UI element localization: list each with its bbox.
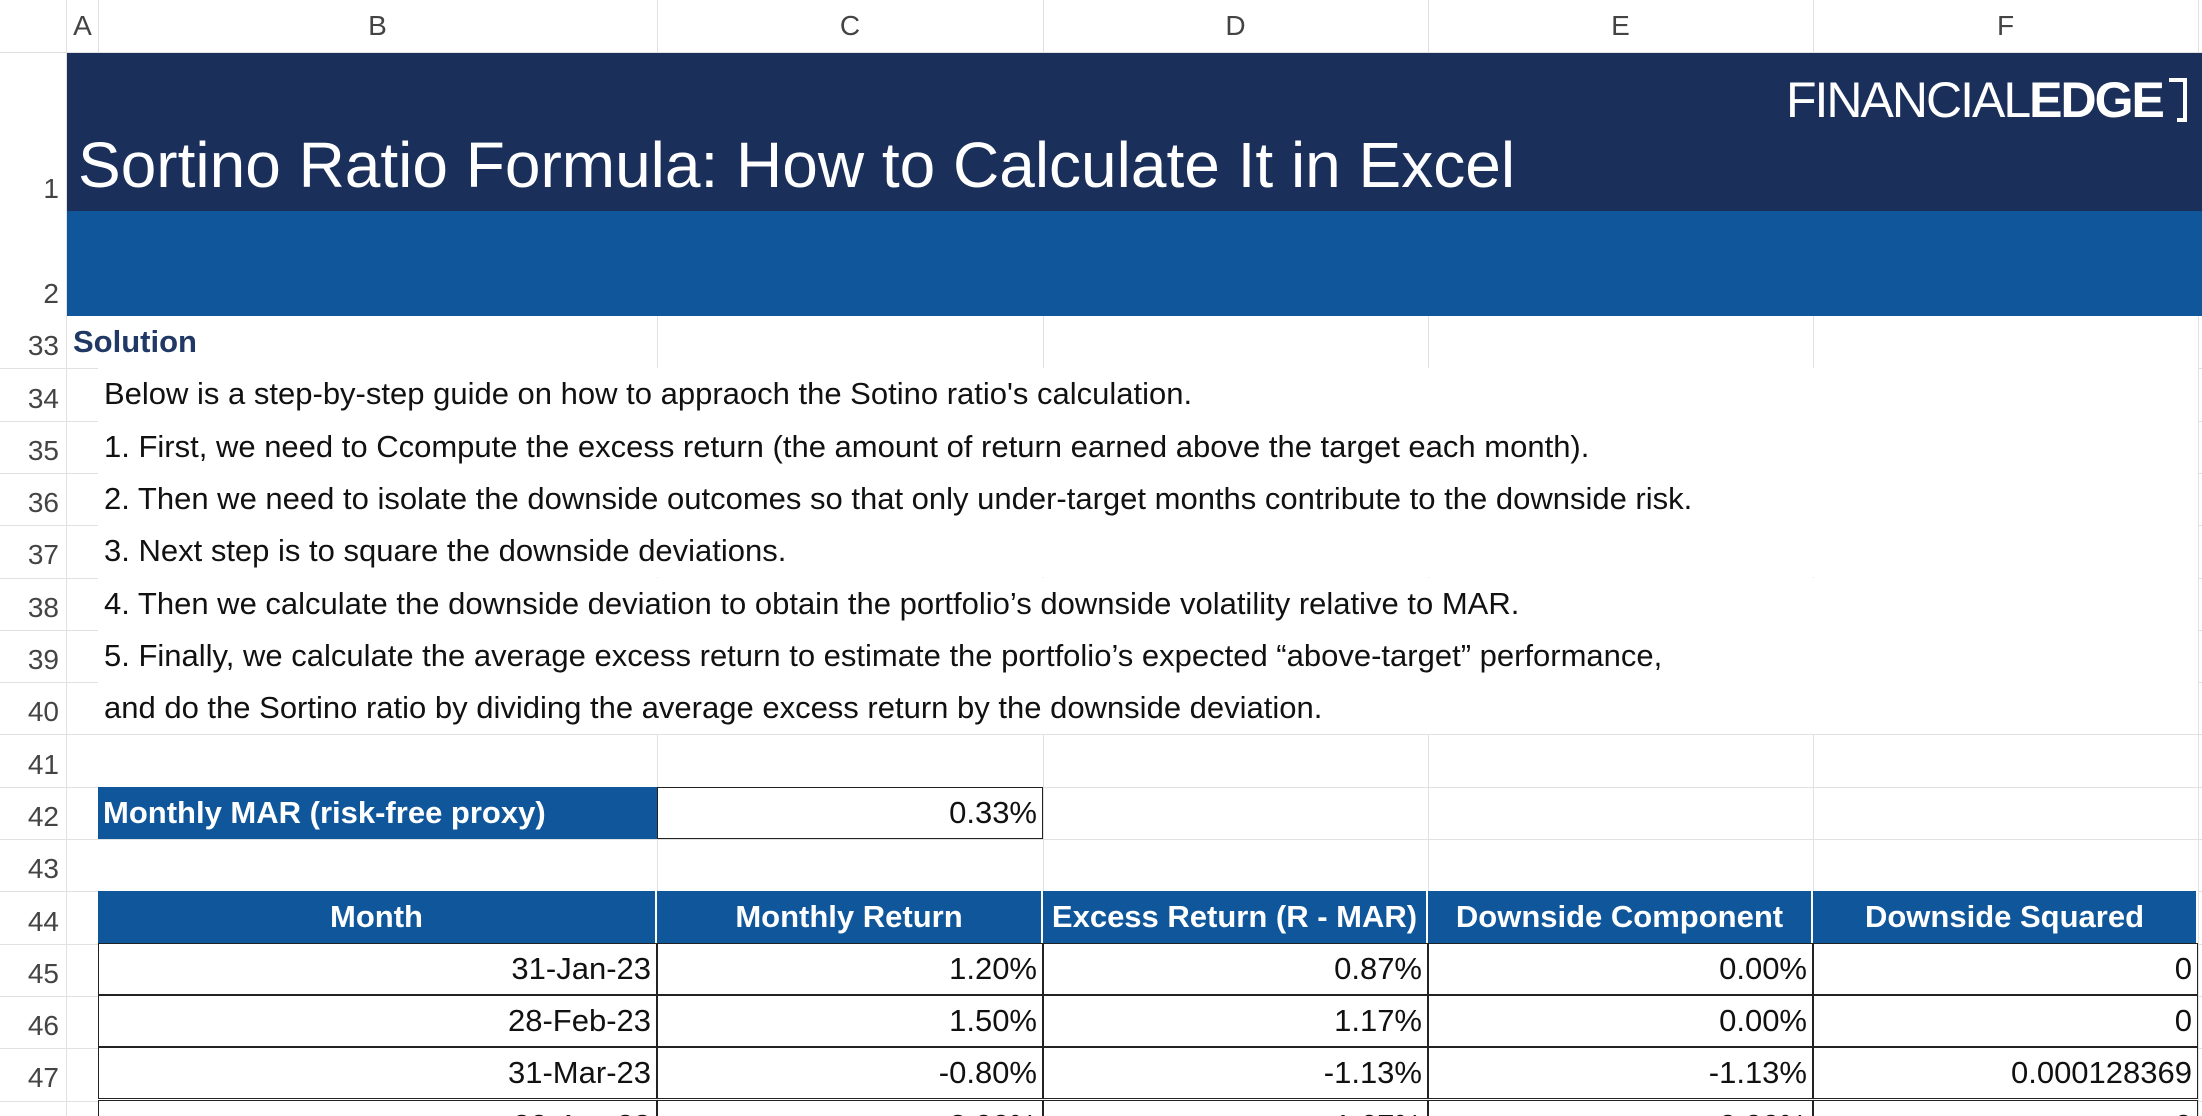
row-number: 40 (27, 696, 59, 728)
table-cell: 1.67% (1043, 1099, 1428, 1116)
table-cell: 1.20% (657, 942, 1043, 995)
row-number: 41 (27, 748, 59, 780)
paragraph: 5. Finally, we calculate the average exc… (98, 629, 2198, 683)
row-number: 1 (43, 173, 59, 204)
row-number: 46 (27, 1010, 59, 1042)
logo: FINANCIAL EDGE (1786, 72, 2189, 128)
row-number: 44 (27, 905, 59, 937)
logo-bold: EDGE (2029, 72, 2165, 128)
table-cell: 0 (1813, 1099, 2198, 1116)
subtitle-banner (67, 211, 2202, 316)
grid-line (0, 786, 2202, 788)
column-divider (1043, 0, 1044, 52)
section-heading: Solution (73, 324, 197, 360)
row-header-divider (66, 0, 67, 1116)
table-header: Downside Squared (1813, 891, 2198, 944)
row-number: 34 (27, 382, 59, 414)
table-header: Monthly Return (657, 891, 1043, 944)
table-cell: 0.00% (1428, 942, 1813, 995)
column-divider (1813, 0, 1814, 52)
row-number: 35 (27, 434, 59, 466)
table-cell: 0.87% (1043, 942, 1428, 995)
grid-line (0, 734, 2202, 736)
table-cell: 31-Jan-23 (98, 942, 657, 995)
row-number: 42 (27, 800, 59, 832)
column-header: E (1611, 10, 1630, 41)
mar-label: Monthly MAR (risk-free proxy) (98, 786, 657, 839)
header-line (0, 52, 2202, 53)
table-header: Downside Component (1428, 891, 1813, 944)
table-cell: 2.00% (657, 1099, 1043, 1116)
table-header: Excess Return (R - MAR) (1043, 891, 1428, 944)
table-cell: 0.00% (1428, 994, 1813, 1048)
column-header: B (368, 10, 387, 41)
column-header: F (1996, 10, 2015, 41)
paragraph: 2. Then we need to isolate the downside … (98, 472, 2198, 526)
table-cell: 0.000128369 (1813, 1047, 2198, 1100)
row-number: 33 (27, 330, 59, 362)
table-cell: 30-Apr-23 (98, 1099, 657, 1116)
title: Sortino Ratio Formula: How to Calculate … (78, 129, 1516, 201)
paragraph: 3. Next step is to square the downside d… (98, 525, 2198, 578)
paragraph: Below is a step-by-step guide on how to … (98, 368, 2198, 421)
column-header: D (1225, 10, 1246, 41)
row-number: 37 (27, 539, 59, 571)
table-cell: 0.00% (1428, 1099, 1813, 1116)
column-divider (98, 0, 99, 52)
row-number: 48 (0, 1101, 64, 1116)
row-number: 38 (27, 591, 59, 623)
column-divider (657, 0, 658, 52)
table-cell: -1.13% (1043, 1047, 1428, 1100)
paragraph: 4. Then we calculate the downside deviat… (98, 577, 2198, 630)
column-header: C (839, 10, 861, 41)
row-number: 47 (27, 1062, 59, 1094)
row-number: 45 (27, 957, 59, 989)
table-header: Month (98, 891, 657, 944)
grid-line (0, 839, 2202, 840)
table-cell: -0.80% (657, 1047, 1043, 1100)
title-banner (67, 53, 2202, 211)
table-cell: 1.50% (657, 994, 1043, 1048)
paragraph: and do the Sortino ratio by dividing the… (98, 682, 2198, 735)
column-divider (2198, 0, 2199, 52)
table-cell: 0 (1813, 942, 2198, 995)
table-cell: 0 (1813, 994, 2198, 1048)
column-divider (1428, 0, 1429, 52)
row-number: 39 (27, 644, 59, 676)
table-cell: 31-Mar-23 (98, 1047, 657, 1100)
logo-light: FINANCIAL (1786, 72, 2031, 128)
column-grid (2198, 316, 2199, 1116)
column-header: A (73, 10, 92, 41)
table-cell: 28-Feb-23 (98, 994, 657, 1048)
row-number: 2 (43, 278, 59, 309)
row-number: 36 (27, 487, 59, 519)
table-cell: 1.17% (1043, 994, 1428, 1048)
table-cell: -1.13% (1428, 1047, 1813, 1100)
paragraph: 1. First, we need to Ccompute the excess… (98, 420, 2198, 473)
logo-bracket (2168, 78, 2187, 122)
mar-value: 0.33% (657, 786, 1043, 839)
row-number: 43 (27, 853, 59, 885)
